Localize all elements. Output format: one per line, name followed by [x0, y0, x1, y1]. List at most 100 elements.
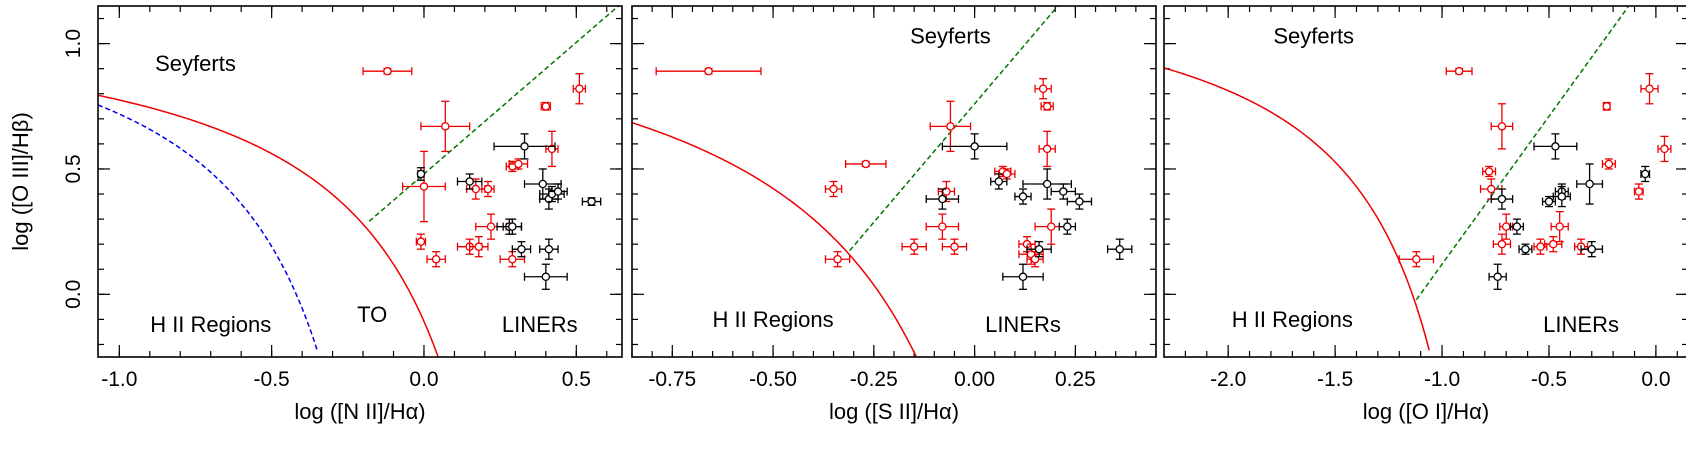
point-marker [1634, 187, 1644, 196]
point-marker [970, 142, 979, 151]
point-marker [1604, 159, 1614, 169]
point-marker [1497, 239, 1507, 249]
y-tick-label: 0.0 [62, 280, 85, 309]
x-tick-label: -0.75 [648, 368, 696, 391]
data-point-black [523, 263, 568, 290]
data-point-black [1058, 218, 1077, 235]
point-marker [514, 159, 523, 169]
data-point-red [426, 251, 446, 268]
point-marker [1660, 144, 1669, 154]
data-point-red [415, 233, 427, 250]
data-point-black [1050, 183, 1077, 200]
point-marker [833, 254, 842, 264]
data-point-red [1499, 213, 1514, 240]
point-marker [946, 122, 955, 131]
plot-frame [1163, 5, 1686, 358]
point-marker [1115, 244, 1124, 254]
data-point-black [1580, 241, 1604, 258]
data-point-red [1038, 130, 1056, 168]
data-point-black [581, 197, 602, 206]
data-point-black [1002, 263, 1044, 290]
point-marker [1059, 187, 1068, 196]
x-tick-label: -0.5 [1531, 368, 1567, 391]
point-marker [1555, 222, 1564, 231]
data-point-black [1541, 195, 1557, 208]
data-point-black [456, 173, 483, 190]
x-axis-label: log ([S II]/Hα) [829, 399, 959, 424]
data-point-black [493, 133, 556, 160]
data-point-red [1445, 66, 1473, 76]
data-point-black [1518, 243, 1533, 255]
data-point-black [1488, 263, 1507, 290]
region-label: Seyferts [910, 24, 991, 49]
data-point-black [1026, 241, 1052, 258]
data-point-red [925, 213, 960, 240]
data-point-red [824, 180, 843, 198]
data-point-red [481, 180, 495, 198]
point-marker [1030, 254, 1040, 264]
point-marker [1512, 222, 1522, 231]
data-point-red [572, 73, 587, 105]
data-point-red [545, 130, 559, 168]
point-marker [419, 182, 429, 191]
point-marker [1018, 272, 1028, 282]
data-point-red [1018, 243, 1044, 265]
point-marker [1042, 144, 1052, 154]
region-label: LINERs [502, 312, 578, 337]
y-tick-label: 1.0 [62, 29, 85, 58]
data-point-red [1492, 233, 1512, 255]
point-marker [441, 122, 450, 131]
point-marker [829, 184, 838, 194]
data-point-red [1482, 165, 1497, 178]
point-marker [1042, 102, 1052, 111]
plot-frame [631, 5, 1157, 358]
point-marker [575, 84, 584, 93]
demarcation-curve [1164, 67, 1430, 351]
data-point-red [844, 159, 887, 169]
point-marker [1493, 272, 1502, 282]
data-point-black [1106, 238, 1133, 260]
y-tick-label: 0.5 [62, 154, 85, 183]
region-label: H II Regions [1232, 307, 1353, 332]
x-tick-label: 0.0 [1641, 368, 1670, 391]
data-point-red [362, 66, 413, 76]
data-point-red [1398, 251, 1435, 268]
point-marker [909, 242, 919, 251]
x-axis-label: log ([O I]/Hα) [1363, 399, 1489, 424]
data-point-red [824, 251, 851, 268]
data-point-black [1576, 163, 1604, 205]
point-marker [994, 177, 1004, 186]
point-marker [1645, 84, 1654, 93]
x-tick-label: 0.00 [954, 368, 995, 391]
data-point-red [655, 66, 762, 76]
data-point-black [941, 133, 1008, 160]
panel-1: -1.0 -0.5 0.0 0.5 0.0 0.5 1.0 Seyferts H II Regi… [8, 5, 623, 424]
data-point-red [1640, 73, 1659, 105]
point-marker [1063, 222, 1072, 231]
point-marker [1549, 239, 1558, 249]
x-tick-label: 0.0 [409, 368, 438, 391]
point-marker [383, 66, 392, 76]
point-marker [416, 169, 426, 179]
demarcation-curve [98, 104, 319, 351]
point-marker [1544, 197, 1554, 206]
point-marker [1034, 244, 1044, 254]
y-axis-label: log ([O III]/Hβ) [8, 112, 33, 251]
x-tick-label: -1.0 [1424, 368, 1460, 391]
point-marker [544, 244, 554, 254]
point-marker [541, 272, 551, 282]
point-marker [1454, 66, 1464, 76]
data-point-red [420, 100, 471, 153]
point-marker [431, 254, 441, 264]
data-point-black [511, 241, 532, 258]
data-point-black [990, 173, 1008, 190]
region-label: LINERs [985, 312, 1061, 337]
point-marker [1497, 122, 1507, 131]
point-marker [1557, 192, 1567, 201]
point-marker [1501, 222, 1511, 231]
data-point-black [1509, 218, 1524, 235]
data-point-black [539, 238, 559, 260]
point-marker [1412, 254, 1421, 264]
point-marker [1046, 222, 1056, 231]
